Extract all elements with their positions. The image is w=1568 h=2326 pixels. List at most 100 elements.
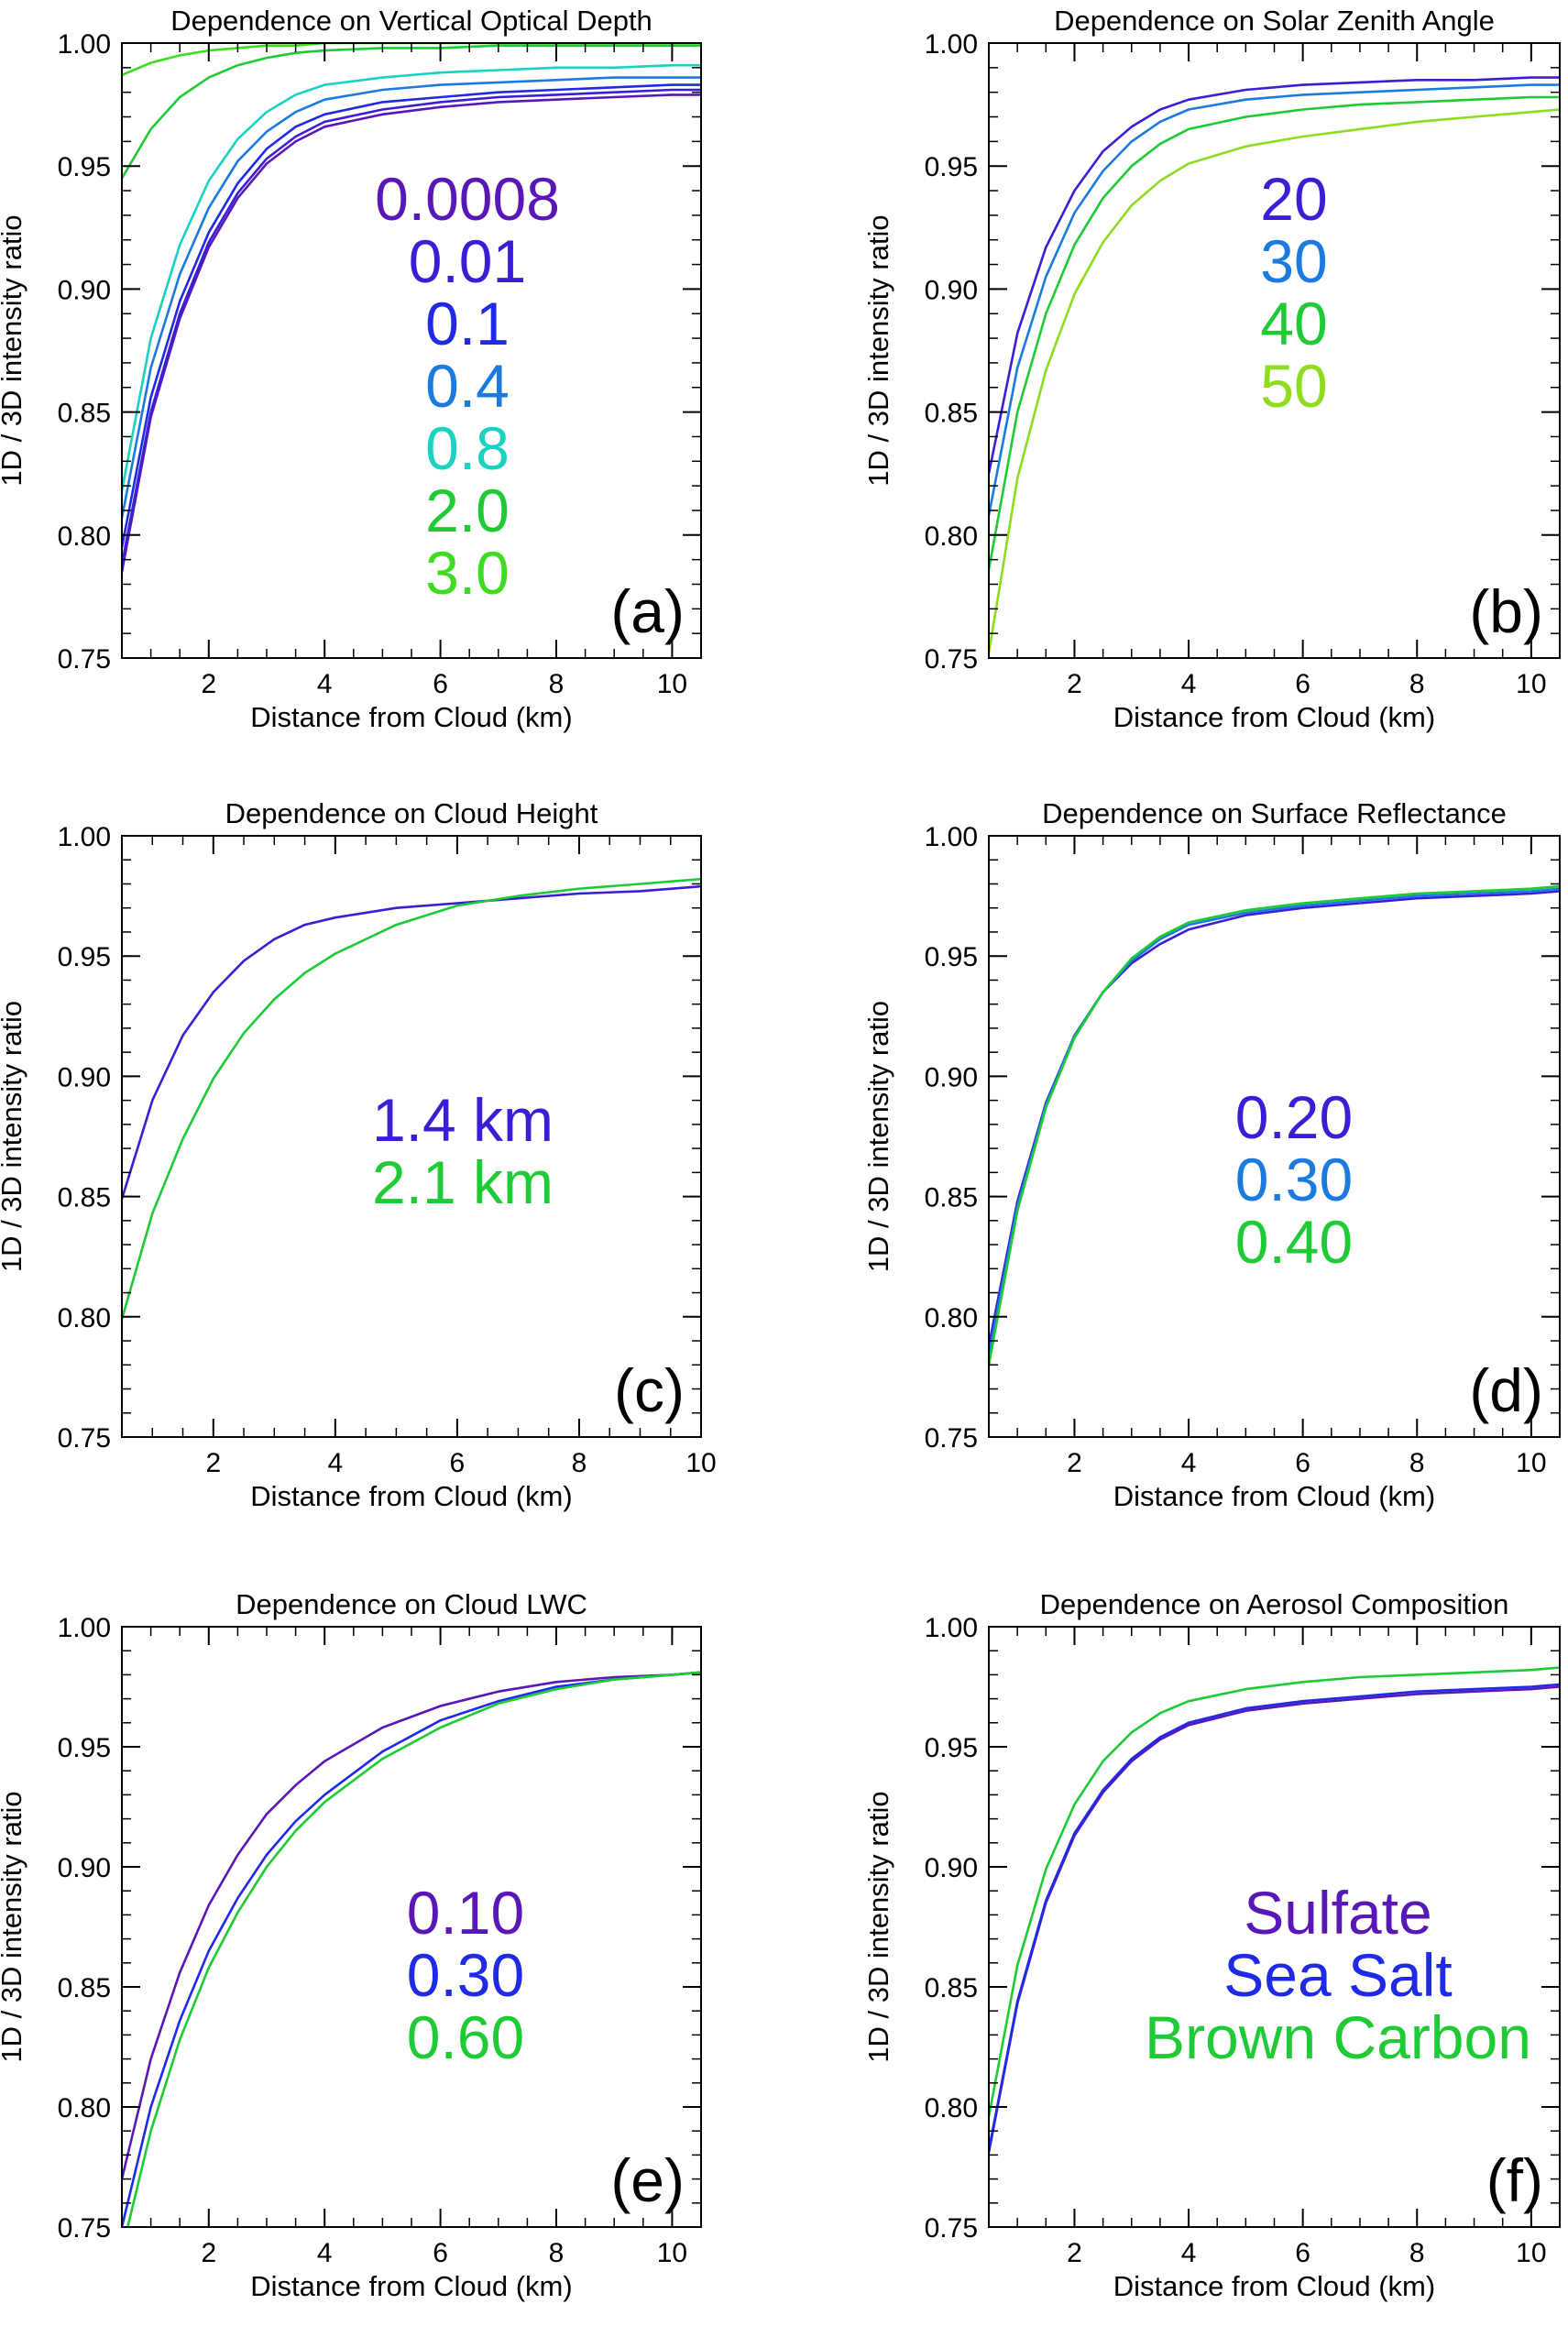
- x-tick-label: 6: [433, 2238, 448, 2268]
- chart-panel-f: 0.75 0.80 0.85 0.90 0.95 1.00 2 4 6 8 10 Dependence…: [862, 1588, 1561, 2302]
- x-tick-label: 10: [1516, 669, 1546, 699]
- series-line-4: [122, 76, 701, 519]
- series-line-3: [989, 884, 1560, 1366]
- series-line-4: [989, 108, 1560, 653]
- y-tick-label: 0.85: [58, 1973, 111, 2003]
- series-line-3: [122, 83, 701, 548]
- x-tick-label: 2: [1067, 2238, 1082, 2268]
- y-tick-label: 0.80: [925, 1303, 978, 1333]
- x-tick-label: 10: [1516, 1448, 1546, 1478]
- series-line-2: [122, 877, 701, 1320]
- y-tick-label: 0.75: [925, 2213, 978, 2244]
- x-tick-label: 6: [1295, 2238, 1310, 2268]
- y-axis-label: 1D / 3D intensity ratio: [0, 1001, 27, 1272]
- y-tick-label: 0.85: [925, 1973, 978, 2003]
- x-tick-label: 10: [657, 2238, 687, 2268]
- x-tick-label: 4: [1181, 2238, 1197, 2268]
- legend-entry: 0.8: [425, 414, 510, 482]
- series-line-1: [989, 76, 1560, 474]
- y-tick-label: 0.80: [58, 2093, 111, 2123]
- y-tick-label: 0.95: [58, 1733, 111, 1763]
- x-tick-label: 4: [327, 1448, 343, 1478]
- legend-entry: 30: [1260, 227, 1327, 295]
- panel-label: (b): [1469, 577, 1543, 645]
- x-tick-label: 4: [317, 669, 333, 699]
- y-tick-label: 0.75: [925, 1423, 978, 1454]
- y-axis-label: 1D / 3D intensity ratio: [862, 1791, 894, 2062]
- y-tick-label: 0.95: [925, 1733, 978, 1763]
- y-tick-label: 0.80: [925, 521, 978, 552]
- legend-entry: 0.4: [425, 352, 510, 420]
- y-tick-label: 0.75: [925, 644, 978, 675]
- legend-entry: 2.1 km: [372, 1148, 554, 1216]
- y-tick-label: 0.85: [925, 399, 978, 429]
- series-line-5: [122, 63, 701, 491]
- x-axis-label: Distance from Cloud (km): [250, 2270, 572, 2302]
- x-tick-label: 8: [1409, 1448, 1425, 1478]
- x-tick-label: 2: [201, 2238, 216, 2268]
- y-tick-label: 0.80: [925, 2093, 978, 2123]
- y-tick-label: 0.80: [58, 1303, 111, 1333]
- legend-entry: 1.4 km: [372, 1086, 554, 1154]
- x-tick-label: 4: [1181, 1448, 1197, 1478]
- legend-entry: 0.20: [1235, 1083, 1353, 1151]
- x-tick-label: 10: [1516, 2238, 1546, 2268]
- series-line-3: [126, 1671, 701, 2227]
- chart-title: Dependence on Surface Reflectance: [1042, 797, 1507, 829]
- legend-entry: 2.0: [425, 477, 510, 544]
- chart-panel-c: 0.75 0.80 0.85 0.90 0.95 1.00 2 4 6 8 10 Dependence…: [0, 797, 717, 1512]
- series-line-1: [122, 1671, 701, 2179]
- legend-entry: 50: [1260, 352, 1327, 420]
- y-tick-label: 0.95: [925, 152, 978, 182]
- chart-title: Dependence on Aerosol Composition: [1040, 1588, 1509, 1620]
- chart-title: Dependence on Solar Zenith Angle: [1054, 5, 1495, 37]
- panel-label: (c): [614, 1356, 685, 1424]
- chart-title: Dependence on Vertical Optical Depth: [170, 5, 652, 37]
- y-tick-label: 0.80: [58, 521, 111, 552]
- y-tick-label: 0.95: [925, 942, 978, 972]
- y-tick-label: 0.90: [925, 1853, 978, 1883]
- y-axis-label: 1D / 3D intensity ratio: [0, 1791, 27, 2062]
- legend-entry: Sea Salt: [1223, 1941, 1453, 2009]
- series-line-7: [122, 43, 701, 77]
- y-axis-label: 1D / 3D intensity ratio: [862, 214, 894, 486]
- y-tick-label: 0.75: [58, 644, 111, 675]
- plot-frame: [121, 42, 702, 659]
- legend-entry: 0.01: [409, 227, 526, 295]
- x-tick-label: 6: [450, 1448, 466, 1478]
- series-line-2: [989, 83, 1560, 516]
- x-axis-label: Distance from Cloud (km): [1113, 2270, 1435, 2302]
- chart-title: Dependence on Cloud LWC: [236, 1588, 587, 1620]
- x-tick-label: 6: [433, 669, 448, 699]
- series-line-6: [122, 44, 701, 180]
- x-tick-label: 4: [1181, 669, 1197, 699]
- y-tick-label: 0.85: [58, 399, 111, 429]
- x-tick-label: 10: [657, 669, 687, 699]
- legend-entry: Sulfate: [1244, 1879, 1431, 1947]
- y-axis-label: 1D / 3D intensity ratio: [0, 214, 27, 486]
- y-tick-label: 0.90: [58, 1853, 111, 1883]
- x-tick-label: 8: [549, 669, 565, 699]
- x-tick-label: 2: [201, 669, 216, 699]
- x-tick-label: 2: [1067, 1448, 1082, 1478]
- y-tick-label: 0.90: [925, 275, 978, 305]
- x-tick-label: 8: [1409, 669, 1425, 699]
- legend-entry: 0.30: [407, 1941, 524, 2009]
- x-axis-label: Distance from Cloud (km): [1113, 1480, 1435, 1512]
- series-line-1: [122, 884, 701, 1200]
- panel-label: (f): [1486, 2146, 1543, 2214]
- x-axis-label: Distance from Cloud (km): [250, 701, 572, 733]
- legend-entry: 0.40: [1235, 1208, 1353, 1276]
- y-tick-label: 1.00: [58, 822, 111, 852]
- legend-entry: 3.0: [425, 539, 510, 607]
- x-tick-label: 2: [205, 1448, 221, 1478]
- x-tick-label: 6: [1295, 1448, 1310, 1478]
- x-tick-label: 6: [1295, 669, 1310, 699]
- panel-label: (e): [610, 2146, 685, 2214]
- series-line-1: [122, 93, 701, 573]
- chart-panel-a: 0.75 0.80 0.85 0.90 0.95 1.00 2 4 6 8 10 Dependence…: [0, 5, 702, 733]
- y-tick-label: 1.00: [925, 822, 978, 852]
- x-tick-label: 10: [685, 1448, 716, 1478]
- y-axis-label: 1D / 3D intensity ratio: [862, 1001, 894, 1272]
- chart-title: Dependence on Cloud Height: [225, 797, 598, 829]
